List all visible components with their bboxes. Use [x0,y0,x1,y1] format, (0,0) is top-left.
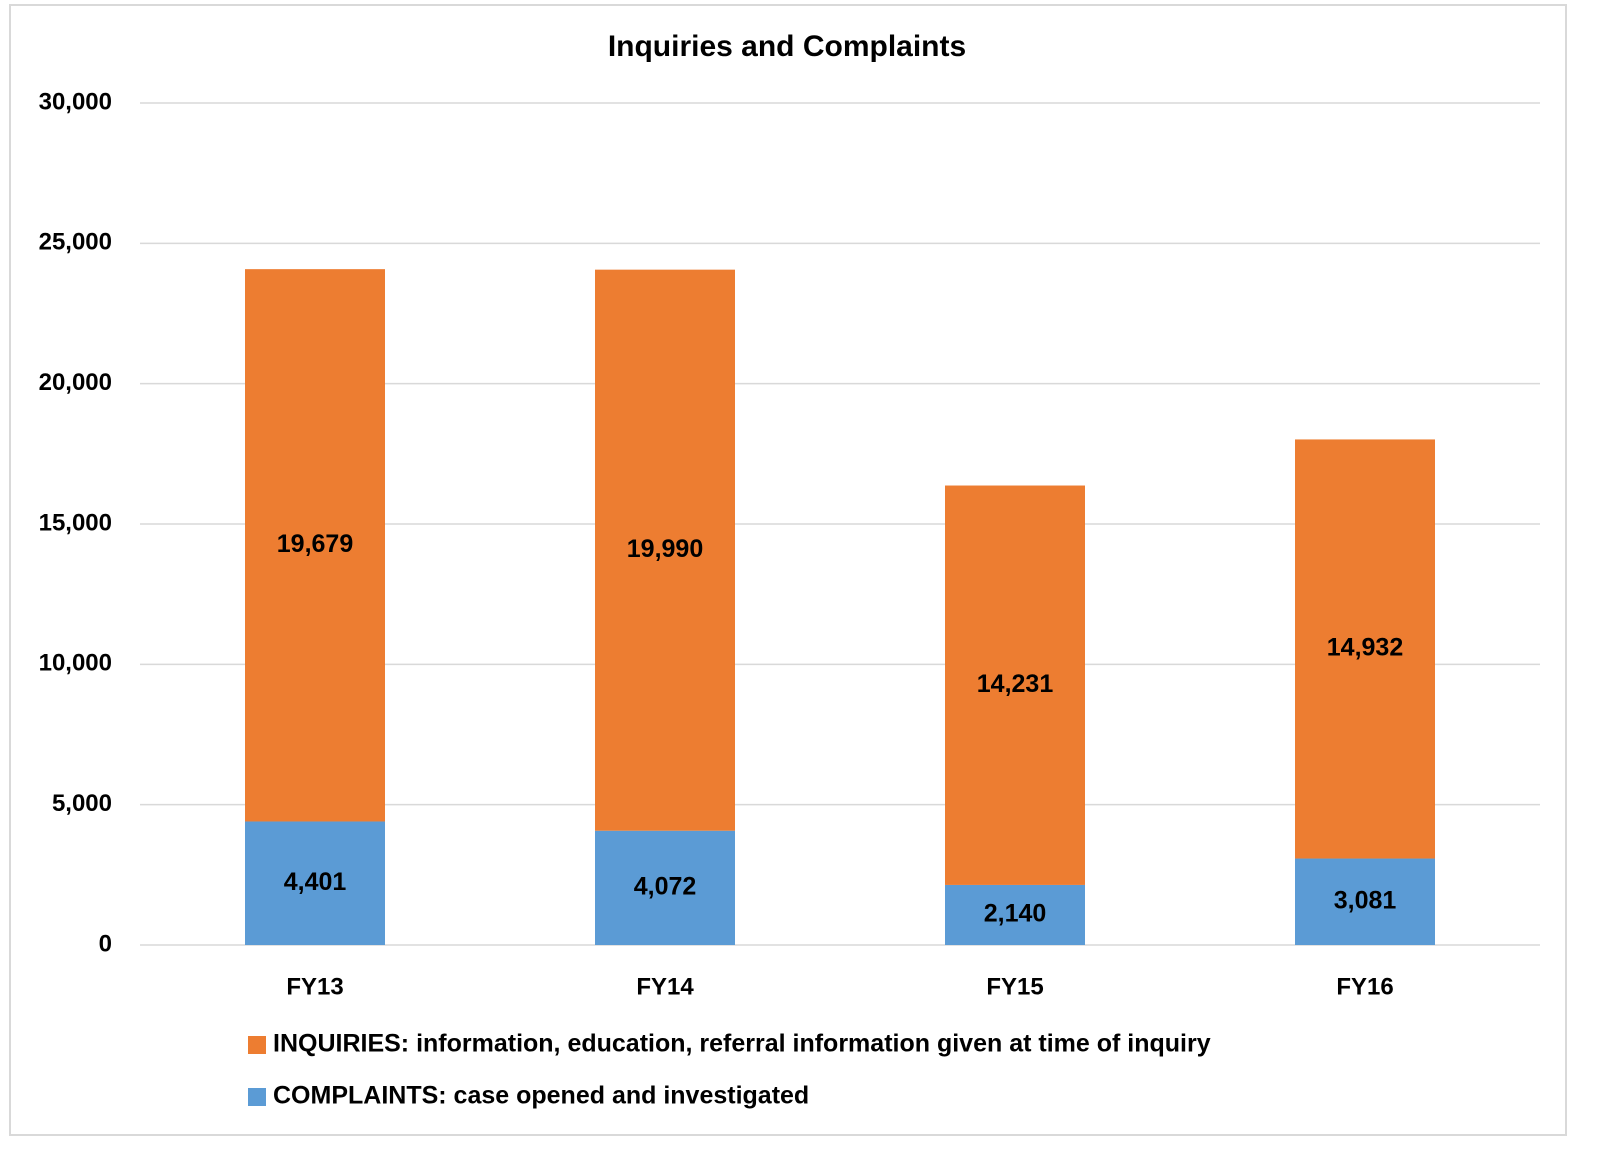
data-label: 4,401 [284,868,347,896]
y-tick-label: 5,000 [52,790,112,817]
y-tick-label: 15,000 [39,509,112,536]
legend-label: COMPLAINTS: case opened and investigated [273,1082,809,1110]
y-tick-label: 25,000 [39,229,112,256]
x-tick-label: FY14 [636,973,694,1000]
legend-swatch [248,1036,266,1054]
bar-segment [245,269,385,822]
data-label: 3,081 [1334,886,1397,914]
bar-segment [1295,439,1435,859]
legend-label: INQUIRIES: information, education, refer… [273,1030,1211,1058]
bar-segment [595,830,735,945]
data-label: 2,140 [984,900,1047,928]
bar-segment [1295,858,1435,945]
bar-segment [945,485,1085,885]
data-label: 19,990 [627,535,703,563]
data-label: 19,679 [277,530,353,558]
y-tick-label: 10,000 [39,650,112,677]
y-tick-label: 30,000 [39,88,112,115]
data-label: 4,072 [634,872,697,900]
bar-segment [245,821,385,945]
data-label: 14,231 [977,670,1054,698]
x-tick-label: FY16 [1336,973,1393,1000]
bar-segment [945,884,1085,945]
y-tick-label: 20,000 [39,369,112,396]
chart-title: Inquiries and Complaints [608,30,966,63]
y-tick-label: 0 [99,930,112,957]
x-tick-label: FY13 [286,973,343,1000]
data-label: 14,932 [1327,634,1403,662]
x-tick-label: FY15 [986,973,1043,1000]
bar-segment [595,269,735,831]
legend-swatch [248,1088,266,1106]
